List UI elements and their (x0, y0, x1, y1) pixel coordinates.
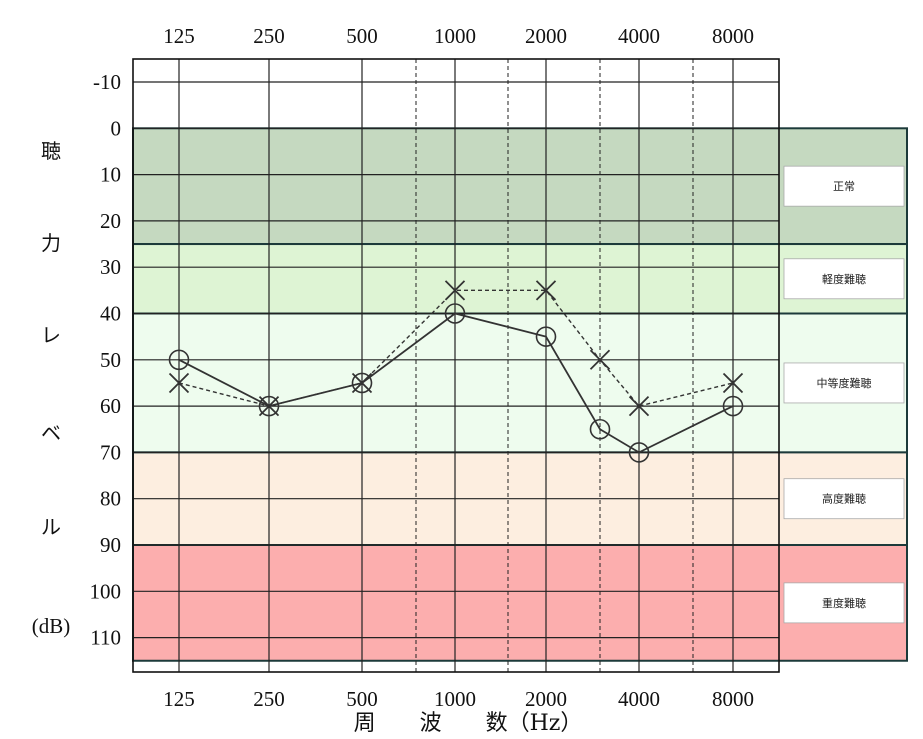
y-axis-unit: (dB) (32, 614, 71, 638)
series-0-point-5 (589, 418, 611, 440)
x-tick-label-bottom-4: 2000 (525, 687, 567, 711)
series-1-point-3 (444, 280, 466, 301)
series-0-point-3 (444, 303, 466, 324)
x-tick-label-bottom-0: 125 (163, 687, 195, 711)
series-0-point-1 (258, 395, 280, 417)
band-label-box-1 (783, 258, 905, 300)
y-tick-label-6: 50 (100, 348, 121, 372)
series-1-point-2 (351, 372, 373, 394)
series-1-point-6 (628, 395, 650, 417)
series-0-point-0 (168, 349, 190, 371)
y-tick-label-10: 90 (100, 533, 121, 557)
series-1-point-5 (589, 349, 611, 370)
axis-ticks: -10 0 10 20 30 40 50 60 70 80 90 100 110 125 125 250 250… (90, 24, 755, 711)
series-layer (168, 280, 744, 463)
plot-border (132, 58, 780, 673)
y-tick-label-5: 40 (100, 302, 121, 326)
band-label-box-3 (783, 478, 905, 520)
series-0-point-6 (628, 442, 650, 463)
band-label-3: 高度難聴 (822, 492, 866, 506)
x-tick-label-top-1: 250 (253, 24, 285, 48)
x-tick-label-top-2: 500 (346, 24, 378, 48)
x-tick-label-bottom-2: 500 (346, 687, 378, 711)
series-1-point-1 (258, 395, 280, 417)
x-tick-label-bottom-1: 250 (253, 687, 285, 711)
series-1-point-7 (722, 372, 744, 394)
x-tick-label-top-3: 1000 (434, 24, 476, 48)
band-2 (132, 312, 908, 454)
x-tick-label-bottom-6: 8000 (712, 687, 754, 711)
series-1-point-4 (535, 280, 557, 301)
series-1-point-0 (168, 372, 190, 394)
y-tick-label-1: 0 (111, 116, 122, 140)
series-0-point-2 (351, 372, 373, 394)
band-label-2: 中等度難聴 (817, 376, 872, 390)
x-tick-label-top-0: 125 (163, 24, 195, 48)
series-0-point-7 (722, 395, 744, 417)
y-label-char-2: レ (41, 323, 61, 347)
y-tick-label-12: 110 (90, 626, 121, 650)
band-label-4: 重度難聴 (822, 596, 866, 610)
y-tick-label-9: 80 (100, 487, 121, 511)
y-tick-label-2: 10 (100, 163, 121, 187)
x-tick-label-top-5: 4000 (618, 24, 660, 48)
band-0 (132, 127, 908, 246)
y-label-char-0: 聴 (41, 139, 61, 163)
band-label-box-0 (783, 165, 905, 207)
y-label-char-4: ル (41, 515, 61, 539)
band-label-1: 軽度難聴 (822, 272, 866, 286)
x-tick-label-top-4: 2000 (525, 24, 567, 48)
band-1 (132, 243, 908, 315)
y-label-char-3: ベ (41, 421, 61, 445)
y-tick-label-0: -10 (93, 70, 121, 94)
y-tick-label-3: 20 (100, 209, 121, 233)
y-label-char-1: 力 (41, 231, 61, 255)
grid (132, 58, 780, 673)
x-tick-label-bottom-5: 4000 (618, 687, 660, 711)
x-axis-title: 周 波 数（Hz） (354, 711, 583, 736)
y-tick-label-11: 100 (90, 579, 122, 603)
band-label-box-4 (783, 582, 905, 624)
band-label-box-2 (783, 362, 905, 404)
band-label-0: 正常 (833, 180, 855, 193)
y-tick-label-4: 30 (100, 255, 121, 279)
y-tick-label-7: 60 (100, 394, 121, 418)
series-0-point-4 (535, 326, 557, 347)
x-tick-label-bottom-3: 1000 (434, 687, 476, 711)
x-tick-label-top-6: 8000 (712, 24, 754, 48)
y-tick-label-8: 70 (100, 440, 121, 464)
